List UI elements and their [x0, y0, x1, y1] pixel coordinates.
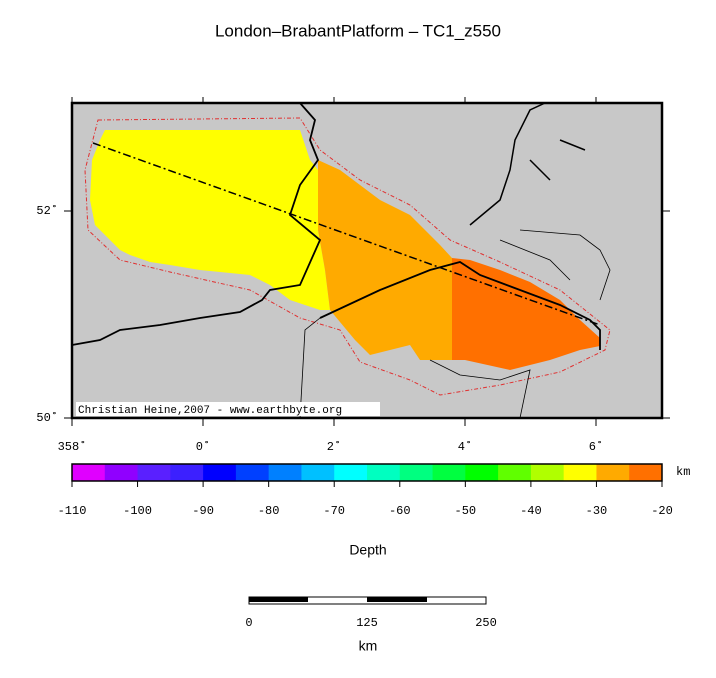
colorbar-tick-label: -80 [258, 504, 280, 518]
colorbar-tick-label: -50 [455, 504, 477, 518]
colorbar-swatch [629, 464, 663, 481]
credit: Christian Heine,2007 - www.earthbyte.org [78, 405, 342, 417]
colorbar-swatch [334, 464, 368, 481]
colorbar: -110 -100 -90 -80 -70 -60 -50 -40 -30 -20 [58, 463, 673, 518]
map-frame [70, 101, 664, 420]
colorbar-swatch [137, 464, 171, 481]
colorbar-tick-label: -60 [389, 504, 411, 518]
colorbar-frame [71, 463, 663, 482]
colorbar-swatch [563, 464, 597, 481]
depth-region [318, 160, 452, 360]
coastline [71, 102, 322, 346]
credit-box [76, 402, 380, 416]
border [299, 229, 611, 419]
colorbar-tick-label: -20 [651, 504, 673, 518]
colorbar-tick-label: -40 [520, 504, 542, 518]
colorbar-swatch [367, 464, 401, 481]
coastline [319, 261, 601, 350]
title: London–BrabantPlatform – TC1_z550 [215, 21, 501, 40]
colorbar-swatch [465, 464, 499, 481]
colorbar-tick-label: -30 [586, 504, 608, 518]
colorbar-swatch [301, 464, 335, 481]
scale-bar: 0 125 250 km [245, 596, 497, 654]
depth-region [452, 258, 600, 370]
lon-label: 358˚ [58, 440, 87, 454]
lon-label: 4˚ [458, 440, 472, 454]
colorbar-swatch [268, 464, 302, 481]
colorbar-tick-label: -90 [192, 504, 214, 518]
lon-label: 6˚ [589, 440, 603, 454]
colorbar-swatch [235, 464, 270, 481]
profile-line [92, 142, 601, 326]
platform-outline [84, 117, 611, 396]
scale-unit: km [359, 638, 378, 654]
scale-segment [249, 597, 308, 602]
colorbar-swatch [596, 464, 630, 481]
colorbar-tick-label: -110 [58, 504, 87, 518]
lon-label: 0˚ [196, 440, 210, 454]
map: Christian Heine,2007 - www.earthbyte.org… [36, 97, 670, 454]
colorbar-swatch [170, 464, 204, 481]
lon-label: 2˚ [327, 440, 341, 454]
scale-segment [367, 597, 427, 602]
lat-label: 50˚ [36, 411, 58, 425]
scale-label: 250 [475, 616, 497, 630]
coastline [469, 102, 586, 226]
scale-label: 125 [356, 616, 378, 630]
colorbar-swatch [530, 464, 565, 481]
colorbar-tick-label: -100 [123, 504, 152, 518]
frame-ticks [64, 97, 670, 426]
colorbar-swatch [104, 464, 139, 481]
colorbar-tick-label: -70 [323, 504, 345, 518]
colorbar-swatch [72, 464, 106, 481]
scale-label: 0 [245, 616, 252, 630]
colorbar-swatch [399, 464, 434, 481]
colorbar-swatch [432, 464, 466, 481]
colorbar-swatch [203, 464, 237, 481]
colorbar-swatch [498, 464, 532, 481]
depth-region [90, 130, 330, 310]
lat-label: 52˚ [36, 204, 58, 218]
colorbar-unit: km [676, 465, 690, 479]
colorbar-label: Depth [349, 542, 386, 558]
